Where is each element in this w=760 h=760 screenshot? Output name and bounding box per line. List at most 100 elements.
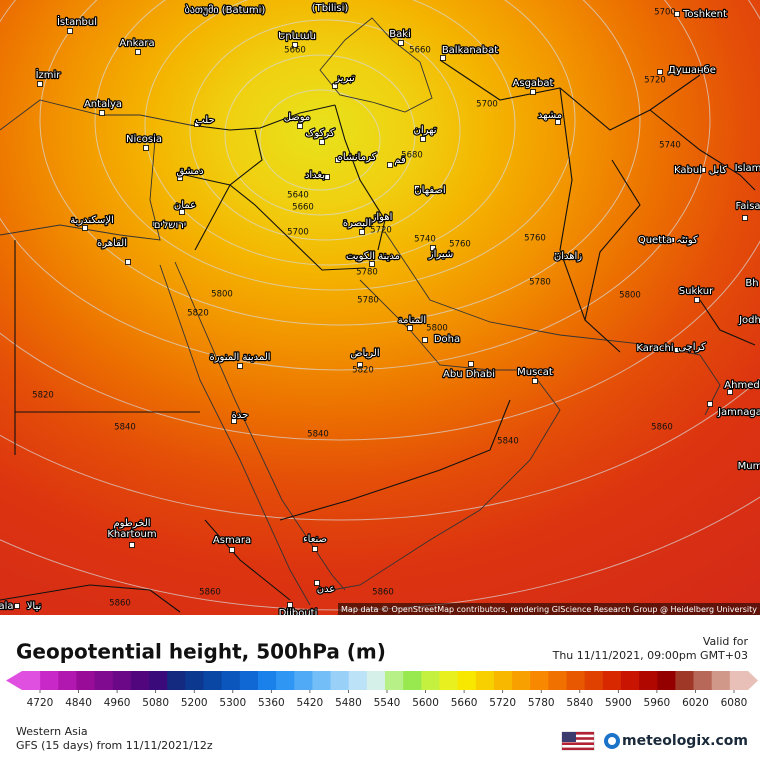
- contour-label: 5700: [654, 8, 676, 18]
- colorbar-tick-label: 5900: [605, 697, 632, 709]
- city-label: نیالا: [27, 601, 42, 612]
- city-marker: [420, 136, 426, 142]
- city-label: زاهدان: [554, 251, 582, 262]
- color-swatch: [584, 671, 604, 690]
- color-swatch: [130, 671, 150, 690]
- city-marker: [287, 602, 293, 608]
- city-label: البصرة: [343, 218, 371, 229]
- city-marker: [414, 185, 420, 191]
- city-marker: [369, 261, 375, 267]
- city-label: اهواز: [371, 212, 393, 223]
- contour-label: 5840: [497, 437, 519, 447]
- colorbar-tick-label: 5200: [181, 697, 208, 709]
- city-label: Balkanabat: [442, 45, 498, 56]
- flag: [561, 731, 595, 751]
- attribution: Map data © OpenStreetMap contributors, r…: [341, 605, 757, 614]
- color-swatch: [185, 671, 204, 690]
- colorbar-tick-label: 6080: [721, 697, 748, 709]
- contour-label: 5860: [109, 599, 131, 609]
- contour-label: 5760: [449, 240, 471, 250]
- contour-label: 5820: [352, 366, 374, 376]
- city-label: Quetta: [638, 235, 672, 246]
- color-swatch: [94, 671, 114, 690]
- city-marker: [319, 139, 325, 145]
- contour-label: 5740: [414, 235, 436, 245]
- colorbar-tick-label: 4960: [104, 697, 131, 709]
- city-label: Jodh: [738, 315, 760, 326]
- city-label: Kabul: [674, 165, 702, 176]
- brand-logo[interactable]: meteologix.com: [604, 733, 748, 749]
- legend-panel: Geopotential height, 500hPa (m) Valid fo…: [0, 615, 760, 760]
- city-label: عمان: [174, 200, 196, 211]
- contour-label: 5840: [307, 430, 329, 440]
- color-swatch: [675, 671, 694, 690]
- city-marker: [422, 337, 428, 343]
- color-swatch: [112, 671, 132, 690]
- colorbar-tick-label: 5540: [374, 697, 401, 709]
- color-swatch: [76, 671, 95, 690]
- colorbar-tick-label: 5480: [335, 697, 362, 709]
- color-swatch: [276, 671, 295, 690]
- city-marker: [674, 11, 680, 17]
- color-swatch: [602, 671, 622, 690]
- color-swatch: [257, 671, 277, 690]
- city-marker: [398, 40, 404, 46]
- colorbar-tick-label: 5300: [219, 697, 246, 709]
- city-marker: [194, 121, 200, 127]
- city-marker: [82, 225, 88, 231]
- city-label: جدة: [232, 410, 249, 421]
- contour-label: 5860: [372, 588, 394, 598]
- city-marker: [742, 215, 748, 221]
- city-marker: [67, 28, 73, 34]
- city-marker: [468, 361, 474, 367]
- brand[interactable]: meteologix.com: [622, 733, 748, 749]
- city-label: کرمانشاه: [338, 152, 377, 163]
- colorbar-tick-label: 5960: [644, 697, 671, 709]
- city-marker: [359, 229, 365, 235]
- contour-label: 5860: [199, 588, 221, 598]
- contour-label: 5800: [211, 290, 233, 300]
- city-marker: [700, 167, 706, 173]
- city-marker: [530, 89, 536, 95]
- color-swatch: [657, 671, 676, 690]
- city-label: بغداد: [305, 170, 325, 181]
- legend-title: Geopotential height, 500hPa (m): [16, 640, 386, 664]
- contour-label: 5800: [426, 324, 448, 334]
- colorbar-tick-label: 5600: [412, 697, 439, 709]
- city-marker: [332, 83, 338, 89]
- color-swatch: [167, 671, 186, 690]
- city-marker: [694, 297, 700, 303]
- color-swatch: [620, 671, 640, 690]
- city-label: قم: [394, 155, 406, 166]
- city-label: عدن: [317, 584, 336, 595]
- color-swatch: [385, 671, 404, 690]
- city-label: Asmara: [213, 535, 251, 546]
- city-marker: [314, 580, 320, 586]
- colorbar-tick-label: 5660: [451, 697, 478, 709]
- city-marker: [707, 401, 713, 407]
- color-swatch: [457, 671, 477, 690]
- city-marker: [440, 55, 446, 61]
- color-swatch: [729, 671, 749, 690]
- contour-label: 5660: [409, 46, 431, 56]
- colorbar-tick-label: 5720: [489, 697, 516, 709]
- city-marker: [430, 245, 436, 251]
- color-swatch: [530, 671, 549, 690]
- city-marker: [14, 603, 20, 609]
- color-swatch: [566, 671, 586, 690]
- city-marker: [292, 42, 298, 48]
- city-marker: [152, 221, 158, 227]
- city-label: Ahmed: [724, 380, 759, 391]
- city-layer: İstanbul Ankara İzmir Antalya Nicosia ბათუმი …: [0, 2, 760, 620]
- colorbar-end: [748, 671, 758, 690]
- city-marker: [125, 259, 131, 265]
- city-marker: [231, 418, 237, 424]
- contour-label: 5860: [651, 423, 673, 433]
- contour-label: 5720: [370, 226, 392, 236]
- city-label: Nicosia: [126, 134, 162, 145]
- city-marker: [674, 347, 680, 353]
- city-label: Երևան: [278, 31, 316, 42]
- color-swatch: [312, 671, 331, 690]
- city-label: Mum: [738, 461, 760, 472]
